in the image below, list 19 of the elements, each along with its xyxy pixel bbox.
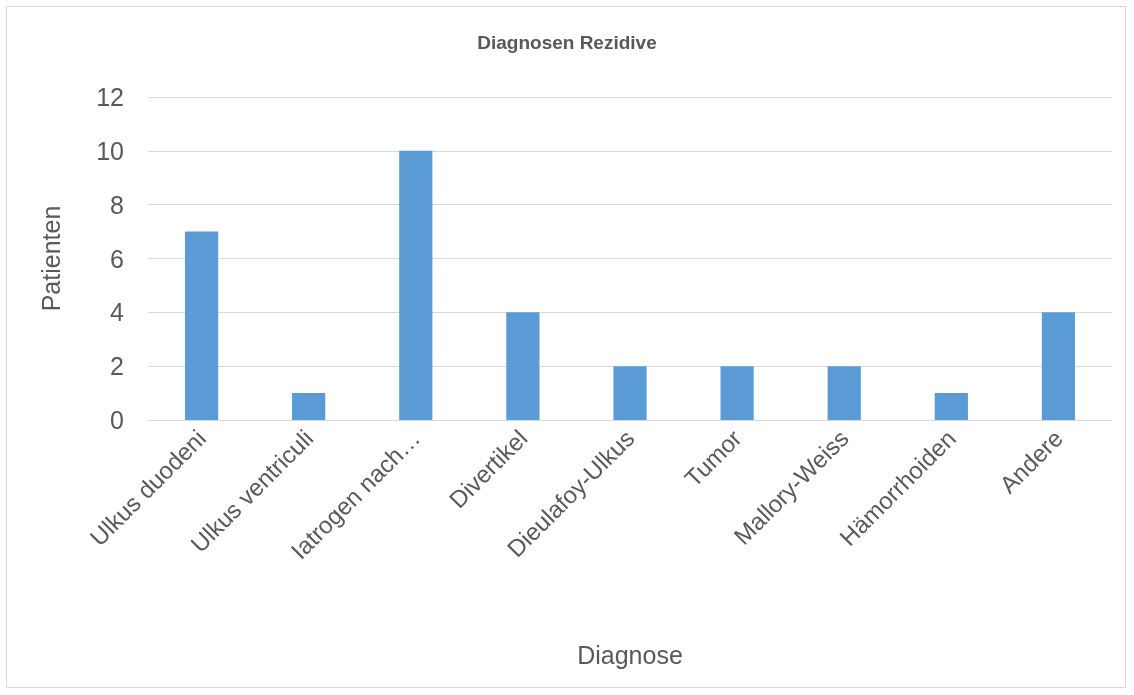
y-axis-title: Patienten — [36, 205, 65, 312]
bar — [720, 366, 754, 420]
y-tick-label: 2 — [110, 352, 124, 381]
bar — [399, 150, 433, 420]
x-axis-title: Diagnose — [577, 640, 683, 669]
y-tick-label: 10 — [96, 136, 124, 165]
y-tick-label: 0 — [110, 406, 124, 434]
bar — [184, 231, 219, 420]
y-tick-label: 12 — [96, 83, 124, 111]
bar — [827, 366, 861, 420]
y-tick-label: 4 — [110, 298, 125, 327]
bar — [506, 312, 540, 420]
bar — [1041, 312, 1076, 420]
bar — [292, 393, 326, 420]
bar — [934, 393, 968, 420]
y-tick-label: 8 — [110, 190, 124, 219]
y-tick-label: 6 — [110, 244, 124, 273]
bar — [613, 366, 647, 420]
chart-title: Diagnosen Rezidive — [477, 32, 657, 53]
